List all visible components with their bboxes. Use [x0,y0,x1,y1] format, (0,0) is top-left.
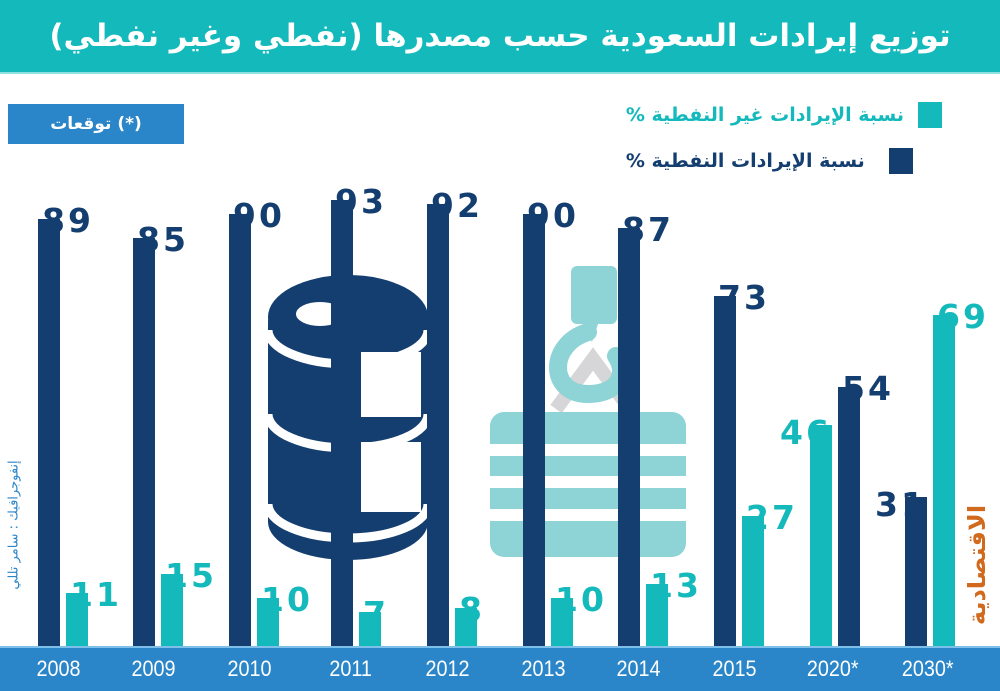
value-label-oil-2011: 93 [335,182,387,221]
value-label-nonoil-2030: 69 [937,297,989,336]
legend-label-oil: نسبة الإيرادات النفطية % [625,150,865,172]
bar-chart: 89 11 85 15 90 10 93 7 92 8 90 10 87 13 73 27 54 46 31 69 [38,182,989,646]
legend-swatch-oil [888,148,913,174]
x-tick-2015: 2015 [712,656,757,681]
legend: نسبة الإيرادات غير النفطية % نسبة الإيرا… [626,100,960,192]
bar-oil-2012 [427,204,449,646]
bar-nonoil-2020 [810,425,832,646]
value-label-oil-2030: 31 [875,485,927,524]
bar-nonoil-2013 [551,598,573,646]
bar-nonoil-2011 [359,612,381,646]
value-label-oil-2013: 90 [527,196,579,235]
bar-oil-2020 [838,387,860,646]
value-label-nonoil-2013: 10 [555,580,607,619]
x-tick-2020: 2020* [806,656,859,681]
legend-label-nonoil: نسبة الإيرادات غير النفطية % [625,104,904,126]
x-tick-2008: 2008 [36,656,81,681]
bar-nonoil-2012 [455,608,477,646]
bar-oil-2014 [618,228,640,646]
bar-nonoil-2008 [66,593,88,646]
value-label-nonoil-2020: 46 [780,413,832,452]
legend-item-oil: نسبة الإيرادات النفطية % [626,146,960,176]
bar-oil-2030 [905,497,927,646]
bar-nonoil-2014 [646,584,668,646]
bar-oil-2009 [133,238,155,646]
value-label-oil-2012: 92 [431,186,483,225]
legend-swatch-nonoil [918,102,942,128]
value-label-oil-2015: 73 [718,278,770,317]
value-label-nonoil-2009: 15 [165,556,217,595]
bar-oil-2010 [229,214,251,646]
value-label-nonoil-2015: 27 [746,498,798,537]
value-label-oil-2010: 90 [233,196,285,235]
value-label-nonoil-2010: 10 [261,580,313,619]
chart-title: توزيع إيرادات السعودية حسب مصدرها (نفطي … [49,18,951,54]
x-tick-2013: 2013 [521,656,566,681]
designer-credit: إنفوجرافيك : سامر تللي [4,420,24,630]
value-label-oil-2020: 54 [842,369,894,408]
value-label-oil-2014: 87 [622,210,674,249]
legend-item-nonoil: نسبة الإيرادات غير النفطية % [626,100,960,130]
bar-nonoil-2010 [257,598,279,646]
publisher-logo-text: الاقتصادية [963,504,991,626]
x-tick-2011: 2011 [329,656,372,681]
value-label-nonoil-2014: 13 [650,566,702,605]
bar-oil-2015 [714,296,736,646]
bar-nonoil-2030 [933,315,955,646]
value-label-oil-2009: 85 [137,220,189,259]
bar-oil-2013 [523,214,545,646]
bar-oil-2011 [331,200,353,646]
x-tick-2009: 2009 [131,656,176,681]
x-tick-2010: 2010 [227,656,272,681]
publisher-logo: الاقتصادية [962,490,992,640]
x-axis: 2008 2009 2010 2011 2012 2013 2014 2015 2020* 203… [0,646,1000,691]
designer-credit-text: إنفوجرافيك : سامر تللي [6,460,22,590]
value-label-nonoil-2008: 11 [70,575,122,614]
value-label-oil-2008: 89 [42,201,94,240]
value-label-nonoil-2012: 8 [459,590,485,629]
x-tick-2030: 2030* [901,656,954,681]
x-tick-2012: 2012 [425,656,470,681]
x-tick-2014: 2014 [616,656,661,681]
bar-nonoil-2009 [161,574,183,646]
bar-nonoil-2015 [742,516,764,646]
value-label-nonoil-2011: 7 [363,594,389,633]
title-banner: توزيع إيرادات السعودية حسب مصدرها (نفطي … [0,0,1000,74]
bar-oil-2008 [38,219,60,646]
forecast-note-badge: (*) توقعات [8,104,184,144]
